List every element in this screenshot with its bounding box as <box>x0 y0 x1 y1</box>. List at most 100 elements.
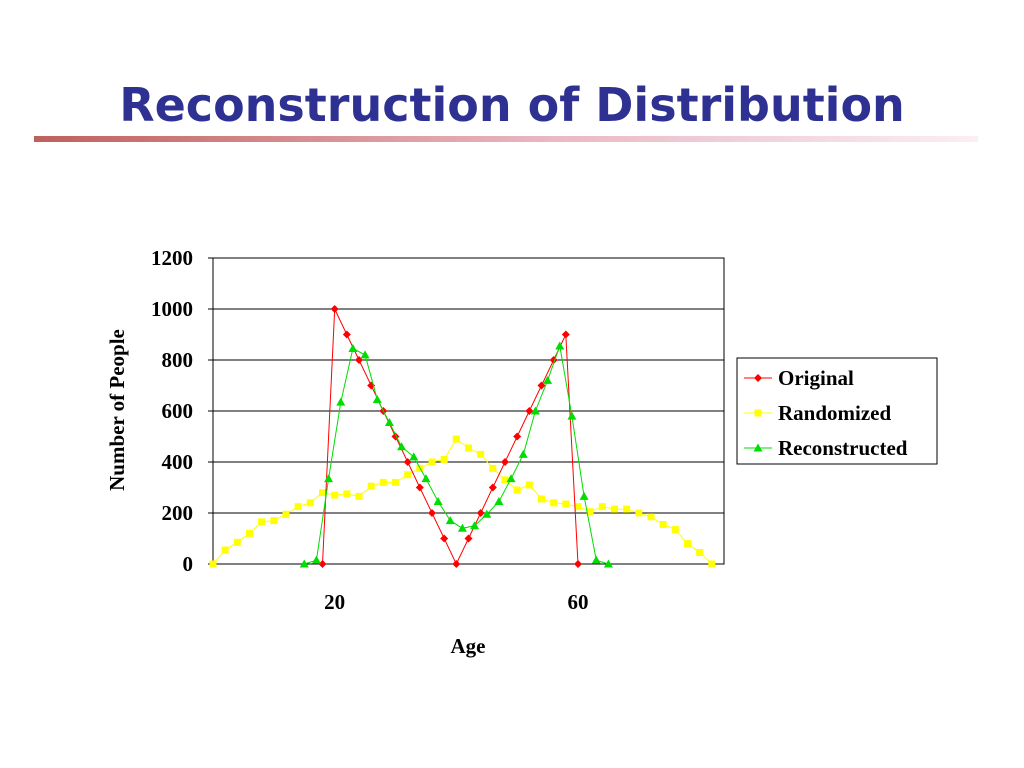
data-point <box>476 509 485 517</box>
x-tick-label: 20 <box>324 590 345 614</box>
data-point <box>336 397 346 406</box>
data-point <box>318 560 327 568</box>
y-axis-title: Number of People <box>105 329 129 491</box>
legend-box <box>736 357 938 465</box>
data-point <box>342 330 351 339</box>
x-axis-ticks: 20 60 <box>324 590 588 614</box>
data-point <box>513 486 521 494</box>
data-point <box>367 482 375 490</box>
data-point <box>311 555 321 564</box>
data-point <box>482 509 492 518</box>
data-point <box>282 510 290 518</box>
data-point <box>233 538 241 546</box>
data-point <box>506 474 516 483</box>
data-point <box>348 344 358 353</box>
data-point <box>525 481 533 489</box>
data-point <box>392 478 399 486</box>
data-point <box>579 491 589 500</box>
legend-marker <box>754 409 762 417</box>
data-point <box>696 549 704 557</box>
data-point <box>452 435 460 443</box>
data-point <box>379 478 387 486</box>
data-point <box>404 471 412 479</box>
data-point <box>555 341 565 350</box>
series-reconstructed <box>299 341 613 568</box>
data-point <box>525 407 534 415</box>
data-point <box>574 503 582 511</box>
y-tick-label: 400 <box>162 450 194 474</box>
data-point <box>397 442 407 451</box>
data-point <box>319 489 326 497</box>
data-point <box>221 546 229 554</box>
legend-item-reconstructed: Reconstructed <box>744 436 908 460</box>
data-point <box>708 560 716 568</box>
data-point <box>324 474 334 483</box>
data-point <box>574 560 582 568</box>
data-point <box>494 497 504 506</box>
data-point <box>561 330 570 339</box>
legend-item-original: Original <box>744 366 854 390</box>
data-point <box>659 520 667 528</box>
data-point <box>445 516 455 525</box>
data-point <box>330 305 339 313</box>
y-tick-label: 200 <box>162 501 194 525</box>
y-axis-ticks: 0 200 400 600 800 1000 1200 <box>151 246 213 576</box>
data-point <box>415 483 424 492</box>
data-point <box>635 509 643 517</box>
data-point <box>355 492 363 500</box>
data-point <box>543 375 553 384</box>
legend-label: Reconstructed <box>778 436 908 460</box>
data-point <box>209 560 217 568</box>
data-point <box>421 474 431 483</box>
data-point <box>299 559 309 568</box>
data-point <box>464 534 473 543</box>
y-tick-label: 800 <box>162 348 194 372</box>
y-tick-label: 600 <box>162 399 194 423</box>
series-randomized <box>209 435 716 568</box>
data-point <box>433 497 443 506</box>
data-point <box>440 455 448 463</box>
data-point <box>428 458 436 466</box>
data-point <box>294 503 302 511</box>
data-point <box>586 508 594 516</box>
x-tick-label: 60 <box>568 590 589 614</box>
data-point <box>530 406 540 415</box>
data-point <box>550 499 558 507</box>
data-point <box>457 523 467 532</box>
data-point <box>258 518 266 526</box>
data-point <box>372 395 382 404</box>
series-line <box>322 308 579 566</box>
data-point <box>501 476 509 484</box>
title-divider <box>34 136 978 142</box>
series-layer <box>209 305 716 568</box>
data-point <box>331 491 339 499</box>
data-point <box>562 500 570 508</box>
data-point <box>603 559 613 568</box>
data-point <box>623 505 631 513</box>
legend-marker <box>754 374 762 382</box>
legend: Original Randomized Reconstructed <box>736 357 938 465</box>
data-point <box>567 411 577 420</box>
data-point <box>598 503 606 511</box>
data-point <box>684 540 691 548</box>
x-axis-title: Age <box>451 634 486 658</box>
slide-title: Reconstruction of Distribution <box>119 78 905 132</box>
series-original <box>318 305 582 568</box>
data-point <box>518 449 528 458</box>
data-point <box>489 464 497 472</box>
data-point <box>611 505 618 513</box>
data-point <box>306 499 314 507</box>
data-point <box>513 432 522 441</box>
data-point <box>591 555 601 564</box>
data-point <box>343 490 351 498</box>
data-point <box>647 513 655 521</box>
data-point <box>477 450 485 458</box>
legend-label: Original <box>778 366 854 390</box>
legend-label: Randomized <box>778 401 891 425</box>
data-point <box>671 526 679 534</box>
data-point <box>409 452 419 461</box>
y-tick-label: 1200 <box>151 246 193 270</box>
legend-marker <box>753 443 763 452</box>
data-point <box>501 458 509 466</box>
